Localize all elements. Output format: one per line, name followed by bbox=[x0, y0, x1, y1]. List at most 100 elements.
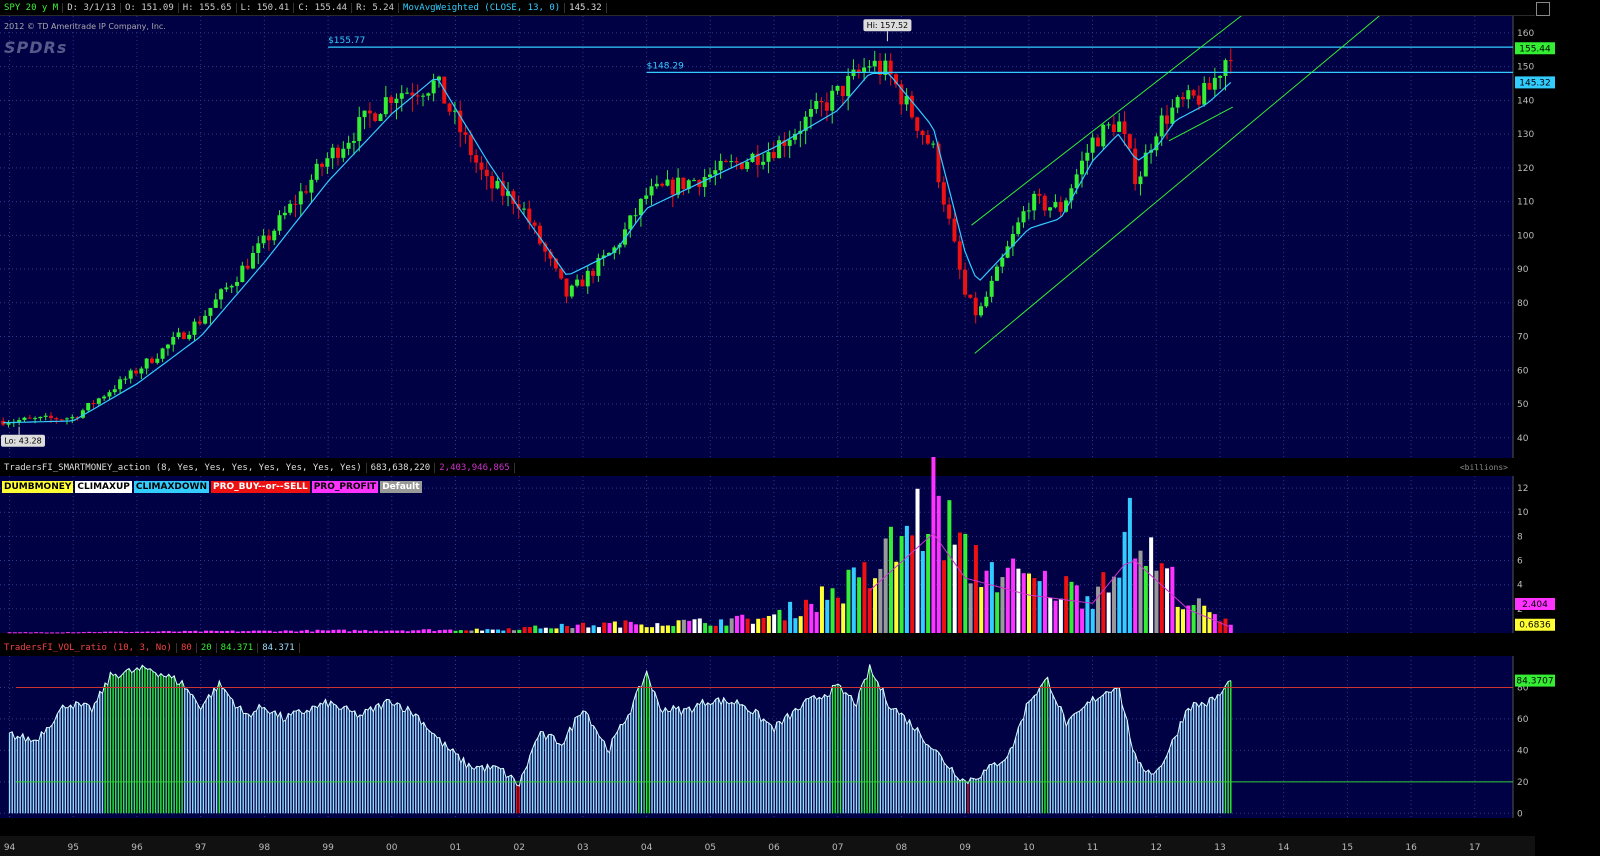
volume-bar bbox=[1053, 600, 1058, 633]
candle-body bbox=[96, 398, 101, 404]
volume-bar bbox=[480, 630, 485, 633]
candle-body bbox=[1016, 222, 1021, 234]
candle-body bbox=[86, 403, 91, 411]
volume-bar bbox=[650, 627, 655, 633]
study-label[interactable]: MovAvgWeighted (CLOSE, 13, 0) bbox=[399, 2, 566, 13]
volume-bar bbox=[1159, 563, 1164, 633]
volume-bar bbox=[719, 619, 724, 633]
volume-bar bbox=[1186, 605, 1191, 633]
candle-body bbox=[803, 116, 808, 131]
volume-bar bbox=[464, 630, 469, 633]
copyright-text: 2012 © TD Ameritrade IP Company, Inc. bbox=[4, 22, 166, 31]
ratio-tick-label: 40 bbox=[1517, 746, 1529, 756]
symbol-selector[interactable]: SPY 20 y M bbox=[0, 2, 64, 13]
candle-body bbox=[49, 415, 54, 419]
volume-bar bbox=[310, 631, 315, 633]
candle-body bbox=[373, 113, 378, 122]
bar-date: D: 3/1/13 bbox=[63, 2, 121, 13]
volume-bar bbox=[1042, 570, 1047, 633]
candle-body bbox=[952, 218, 957, 242]
candle-body bbox=[994, 266, 999, 281]
volume-bar bbox=[554, 628, 559, 633]
candle-body bbox=[575, 279, 580, 286]
volume-bar bbox=[331, 629, 336, 633]
candle-body bbox=[734, 161, 739, 163]
x-tick-label: 08 bbox=[896, 843, 908, 853]
volume-bar bbox=[113, 631, 118, 633]
price-tick-label: 40 bbox=[1517, 434, 1529, 444]
volume-bar bbox=[1106, 592, 1111, 633]
x-tick-label: 02 bbox=[513, 843, 524, 853]
candle-body bbox=[1079, 160, 1084, 175]
candle-body bbox=[723, 160, 728, 162]
candle-body bbox=[564, 278, 569, 297]
volume-bar bbox=[1138, 550, 1143, 633]
candle-body bbox=[314, 163, 319, 180]
volume-bar bbox=[1223, 618, 1228, 633]
x-tick-label: 96 bbox=[131, 843, 143, 853]
hi-callout-box bbox=[863, 19, 912, 32]
candle-body bbox=[633, 215, 638, 217]
volume-bar bbox=[1037, 581, 1042, 633]
study-value: 145.32 bbox=[565, 2, 607, 13]
candle-body bbox=[357, 117, 362, 142]
x-tick-label: 06 bbox=[768, 843, 780, 853]
channel-lower-line bbox=[974, 15, 1380, 354]
candle-body bbox=[490, 176, 495, 189]
ma-badge: 145.32 bbox=[1519, 78, 1551, 88]
legend-item-climaxdown: CLIMAXDOWN bbox=[133, 481, 209, 493]
candle-body bbox=[1212, 77, 1217, 90]
volume-bar bbox=[549, 628, 554, 633]
candle-body bbox=[681, 177, 686, 190]
volume-bar bbox=[39, 632, 44, 634]
candle-body bbox=[622, 229, 627, 245]
candle-body bbox=[1175, 97, 1180, 108]
candle-body bbox=[378, 114, 383, 122]
legend-item-dumbmoney: DUMBMONEY bbox=[2, 481, 74, 493]
candle-body bbox=[1154, 136, 1159, 151]
candle-body bbox=[745, 161, 750, 169]
candle-body bbox=[1202, 83, 1207, 105]
volume-bar bbox=[1143, 566, 1148, 633]
price-tick-label: 50 bbox=[1517, 400, 1529, 410]
candle-body bbox=[452, 110, 457, 112]
ratio-study-label[interactable]: TradersFI_VOL_ratio (10, 3, No) bbox=[0, 643, 177, 653]
volume-bar bbox=[655, 623, 660, 633]
candle-body bbox=[165, 344, 170, 349]
volume-bar bbox=[697, 618, 702, 633]
bar-close: C: 155.44 bbox=[294, 2, 353, 13]
candle-body bbox=[553, 258, 558, 269]
volume-bar bbox=[1228, 624, 1233, 633]
volume-bar bbox=[814, 612, 819, 633]
candle-body bbox=[893, 74, 898, 85]
volume-bar bbox=[432, 631, 437, 633]
candle-body bbox=[686, 180, 691, 190]
price-tick-label: 100 bbox=[1517, 231, 1534, 241]
candle-body bbox=[909, 95, 914, 118]
expand-icon[interactable] bbox=[1536, 2, 1550, 16]
candle-body bbox=[649, 186, 654, 196]
volume-bar bbox=[65, 632, 70, 634]
candle-body bbox=[463, 132, 468, 135]
candle-body bbox=[277, 215, 282, 231]
volume-bar bbox=[193, 630, 198, 633]
volume-bar bbox=[543, 627, 548, 633]
candle-body bbox=[1196, 95, 1201, 105]
candle-body bbox=[537, 225, 542, 244]
candle-body bbox=[979, 306, 984, 316]
volume-bar bbox=[1058, 598, 1063, 633]
candle-body bbox=[777, 140, 782, 159]
candle-body bbox=[64, 418, 69, 420]
volume-bar bbox=[357, 630, 362, 633]
volume-study-label[interactable]: TradersFI_SMARTMONEY_action (8, Yes, Yes… bbox=[0, 463, 367, 473]
candle-body bbox=[1191, 90, 1196, 96]
x-tick-label: 17 bbox=[1469, 843, 1480, 853]
x-tick-label: 12 bbox=[1151, 843, 1162, 853]
volume-bar bbox=[294, 631, 299, 633]
volume-bar bbox=[634, 624, 639, 633]
candle-body bbox=[846, 76, 851, 97]
volume-bar bbox=[1218, 621, 1223, 633]
volume-bar bbox=[591, 625, 596, 633]
candle-body bbox=[458, 110, 463, 133]
